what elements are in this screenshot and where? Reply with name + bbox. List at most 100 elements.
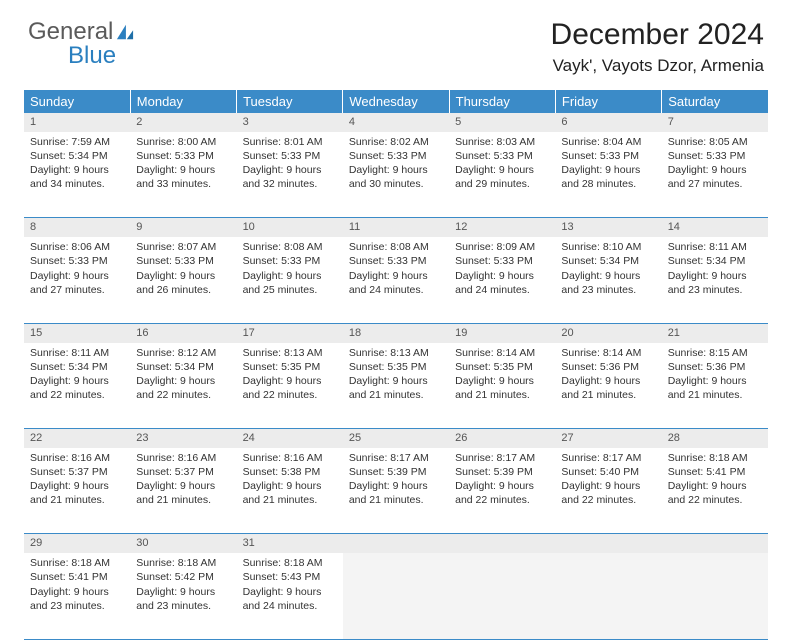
day-number-cell: 16 bbox=[130, 323, 236, 342]
sunset-line: Sunset: 5:41 PM bbox=[668, 465, 762, 479]
daylight-line: Daylight: 9 hours and 32 minutes. bbox=[243, 163, 337, 191]
sunset-line: Sunset: 5:43 PM bbox=[243, 570, 337, 584]
day-number-cell: 6 bbox=[555, 113, 661, 132]
day-cell bbox=[662, 553, 768, 639]
week-row: Sunrise: 8:18 AMSunset: 5:41 PMDaylight:… bbox=[24, 553, 768, 639]
sunset-line: Sunset: 5:33 PM bbox=[243, 254, 337, 268]
calendar-table: Sunday Monday Tuesday Wednesday Thursday… bbox=[24, 90, 768, 640]
day-cell: Sunrise: 8:03 AMSunset: 5:33 PMDaylight:… bbox=[449, 132, 555, 218]
sunrise-line: Sunrise: 8:11 AM bbox=[668, 240, 762, 254]
day-cell: Sunrise: 8:17 AMSunset: 5:39 PMDaylight:… bbox=[449, 448, 555, 534]
daylight-line: Daylight: 9 hours and 34 minutes. bbox=[30, 163, 124, 191]
title-block: December 2024 Vayk', Vayots Dzor, Armeni… bbox=[551, 18, 764, 76]
daylight-line: Daylight: 9 hours and 21 minutes. bbox=[243, 479, 337, 507]
sunset-line: Sunset: 5:34 PM bbox=[561, 254, 655, 268]
day-cell: Sunrise: 8:12 AMSunset: 5:34 PMDaylight:… bbox=[130, 343, 236, 429]
daylight-line: Daylight: 9 hours and 22 minutes. bbox=[668, 479, 762, 507]
daylight-line: Daylight: 9 hours and 21 minutes. bbox=[349, 479, 443, 507]
day-cell: Sunrise: 8:00 AMSunset: 5:33 PMDaylight:… bbox=[130, 132, 236, 218]
daylight-line: Daylight: 9 hours and 22 minutes. bbox=[243, 374, 337, 402]
daylight-line: Daylight: 9 hours and 22 minutes. bbox=[455, 479, 549, 507]
day-number-cell bbox=[449, 534, 555, 553]
sunset-line: Sunset: 5:33 PM bbox=[455, 149, 549, 163]
day-cell: Sunrise: 8:16 AMSunset: 5:37 PMDaylight:… bbox=[130, 448, 236, 534]
col-wednesday: Wednesday bbox=[343, 90, 449, 113]
sunrise-line: Sunrise: 8:15 AM bbox=[668, 346, 762, 360]
daylight-line: Daylight: 9 hours and 22 minutes. bbox=[561, 479, 655, 507]
day-number-cell: 13 bbox=[555, 218, 661, 237]
day-cell: Sunrise: 8:08 AMSunset: 5:33 PMDaylight:… bbox=[343, 237, 449, 323]
sunrise-line: Sunrise: 8:04 AM bbox=[561, 135, 655, 149]
sunset-line: Sunset: 5:33 PM bbox=[668, 149, 762, 163]
sunrise-line: Sunrise: 8:10 AM bbox=[561, 240, 655, 254]
day-cell: Sunrise: 8:13 AMSunset: 5:35 PMDaylight:… bbox=[237, 343, 343, 429]
sunset-line: Sunset: 5:33 PM bbox=[349, 254, 443, 268]
day-number-cell: 2 bbox=[130, 113, 236, 132]
daylight-line: Daylight: 9 hours and 23 minutes. bbox=[136, 585, 230, 613]
sunset-line: Sunset: 5:34 PM bbox=[30, 149, 124, 163]
daylight-line: Daylight: 9 hours and 26 minutes. bbox=[136, 269, 230, 297]
sunrise-line: Sunrise: 8:08 AM bbox=[243, 240, 337, 254]
sunrise-line: Sunrise: 8:14 AM bbox=[455, 346, 549, 360]
day-number-cell: 15 bbox=[24, 323, 130, 342]
week-row: Sunrise: 8:06 AMSunset: 5:33 PMDaylight:… bbox=[24, 237, 768, 323]
day-number-cell: 4 bbox=[343, 113, 449, 132]
day-cell: Sunrise: 8:05 AMSunset: 5:33 PMDaylight:… bbox=[662, 132, 768, 218]
daynum-row: 293031 bbox=[24, 534, 768, 553]
daylight-line: Daylight: 9 hours and 21 minutes. bbox=[455, 374, 549, 402]
day-number-cell bbox=[662, 534, 768, 553]
day-number-cell: 9 bbox=[130, 218, 236, 237]
sunset-line: Sunset: 5:42 PM bbox=[136, 570, 230, 584]
day-number-cell: 14 bbox=[662, 218, 768, 237]
daylight-line: Daylight: 9 hours and 23 minutes. bbox=[30, 585, 124, 613]
sunset-line: Sunset: 5:33 PM bbox=[136, 149, 230, 163]
day-cell: Sunrise: 8:13 AMSunset: 5:35 PMDaylight:… bbox=[343, 343, 449, 429]
day-cell: Sunrise: 8:17 AMSunset: 5:40 PMDaylight:… bbox=[555, 448, 661, 534]
sunset-line: Sunset: 5:36 PM bbox=[561, 360, 655, 374]
daynum-row: 891011121314 bbox=[24, 218, 768, 237]
sail-icon bbox=[115, 23, 135, 46]
daylight-line: Daylight: 9 hours and 27 minutes. bbox=[668, 163, 762, 191]
sunset-line: Sunset: 5:34 PM bbox=[136, 360, 230, 374]
day-number-cell bbox=[343, 534, 449, 553]
sunrise-line: Sunrise: 8:18 AM bbox=[136, 556, 230, 570]
day-number-cell: 28 bbox=[662, 429, 768, 448]
daylight-line: Daylight: 9 hours and 29 minutes. bbox=[455, 163, 549, 191]
day-number-cell: 8 bbox=[24, 218, 130, 237]
sunset-line: Sunset: 5:41 PM bbox=[30, 570, 124, 584]
day-number-cell: 7 bbox=[662, 113, 768, 132]
day-number-cell: 23 bbox=[130, 429, 236, 448]
sunset-line: Sunset: 5:37 PM bbox=[136, 465, 230, 479]
day-number-cell: 18 bbox=[343, 323, 449, 342]
sunrise-line: Sunrise: 8:01 AM bbox=[243, 135, 337, 149]
daylight-line: Daylight: 9 hours and 30 minutes. bbox=[349, 163, 443, 191]
sunrise-line: Sunrise: 8:14 AM bbox=[561, 346, 655, 360]
day-cell: Sunrise: 8:04 AMSunset: 5:33 PMDaylight:… bbox=[555, 132, 661, 218]
sunrise-line: Sunrise: 8:00 AM bbox=[136, 135, 230, 149]
sunrise-line: Sunrise: 8:07 AM bbox=[136, 240, 230, 254]
day-cell: Sunrise: 8:08 AMSunset: 5:33 PMDaylight:… bbox=[237, 237, 343, 323]
sunrise-line: Sunrise: 8:08 AM bbox=[349, 240, 443, 254]
day-number-cell: 17 bbox=[237, 323, 343, 342]
day-cell: Sunrise: 8:14 AMSunset: 5:36 PMDaylight:… bbox=[555, 343, 661, 429]
day-cell: Sunrise: 8:16 AMSunset: 5:37 PMDaylight:… bbox=[24, 448, 130, 534]
sunrise-line: Sunrise: 8:17 AM bbox=[561, 451, 655, 465]
sunset-line: Sunset: 5:33 PM bbox=[455, 254, 549, 268]
week-row: Sunrise: 8:16 AMSunset: 5:37 PMDaylight:… bbox=[24, 448, 768, 534]
sunset-line: Sunset: 5:33 PM bbox=[136, 254, 230, 268]
sunrise-line: Sunrise: 8:05 AM bbox=[668, 135, 762, 149]
col-monday: Monday bbox=[130, 90, 236, 113]
sunrise-line: Sunrise: 8:13 AM bbox=[349, 346, 443, 360]
logo-text-blue: Blue bbox=[68, 42, 135, 70]
sunset-line: Sunset: 5:35 PM bbox=[455, 360, 549, 374]
day-cell bbox=[555, 553, 661, 639]
day-number-cell: 10 bbox=[237, 218, 343, 237]
day-number-cell: 24 bbox=[237, 429, 343, 448]
sunset-line: Sunset: 5:34 PM bbox=[668, 254, 762, 268]
daylight-line: Daylight: 9 hours and 27 minutes. bbox=[30, 269, 124, 297]
daylight-line: Daylight: 9 hours and 24 minutes. bbox=[243, 585, 337, 613]
col-sunday: Sunday bbox=[24, 90, 130, 113]
location-text: Vayk', Vayots Dzor, Armenia bbox=[551, 56, 764, 76]
daylight-line: Daylight: 9 hours and 23 minutes. bbox=[668, 269, 762, 297]
daylight-line: Daylight: 9 hours and 28 minutes. bbox=[561, 163, 655, 191]
